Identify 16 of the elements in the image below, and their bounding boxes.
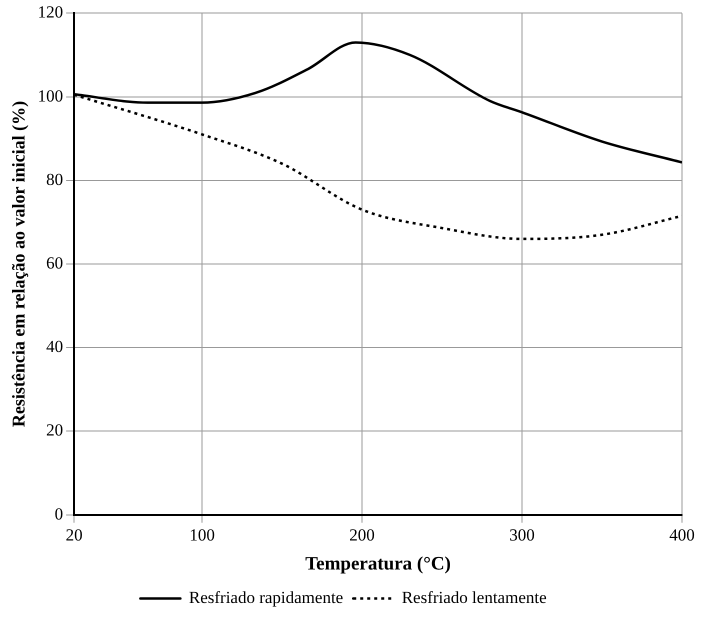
x-tick-label: 200	[349, 525, 375, 544]
x-tick-label: 100	[189, 525, 215, 544]
x-tick-label: 400	[669, 525, 695, 544]
y-tick-label: 60	[46, 253, 64, 272]
y-tick-label: 100	[38, 86, 64, 106]
x-tick-label: 300	[509, 525, 535, 544]
y-tick-label: 20	[46, 420, 64, 440]
y-tick-label: 120	[38, 2, 64, 22]
y-tick-label: 40	[46, 337, 64, 356]
legend-label: Resfriado lentamente	[402, 588, 547, 607]
y-axis-title: Resistência em relação ao valor inicial (%)	[8, 100, 28, 428]
x-axis-title: Temperatura (°C)	[305, 554, 451, 575]
y-tick-label: 0	[54, 504, 64, 524]
legend-label: Resfriado rapidamente	[188, 588, 344, 607]
y-tick-label: 80	[46, 170, 64, 189]
x-tick-label: 20	[66, 525, 83, 544]
